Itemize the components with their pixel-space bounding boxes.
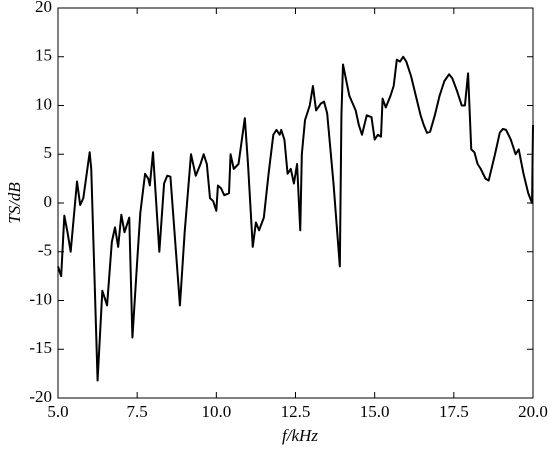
y-tick-label: -20 (29, 387, 52, 406)
y-tick-label: 5 (44, 143, 53, 162)
x-tick-label: 17.5 (439, 402, 469, 421)
x-tick-label: 7.5 (127, 402, 148, 421)
x-tick-label: 20.0 (518, 402, 548, 421)
x-tick-label: 5.0 (47, 402, 68, 421)
y-tick-label: 15 (35, 46, 52, 65)
y-tick-label: 0 (44, 192, 53, 211)
y-tick-label: -10 (29, 289, 52, 308)
data-line (57, 55, 534, 382)
x-tick-label: 12.5 (281, 402, 311, 421)
y-tick-label: 10 (35, 94, 52, 113)
plot-frame (57, 7, 534, 399)
x-tick-label: 15.0 (360, 402, 390, 421)
x-axis-label: f/kHz (282, 426, 318, 445)
y-tick-label: 20 (35, 0, 52, 16)
y-axis-label: TS/dB (5, 182, 24, 224)
x-tick-label: 10.0 (201, 402, 231, 421)
y-tick-label: -15 (29, 338, 52, 357)
y-tick-label: -5 (38, 241, 52, 260)
